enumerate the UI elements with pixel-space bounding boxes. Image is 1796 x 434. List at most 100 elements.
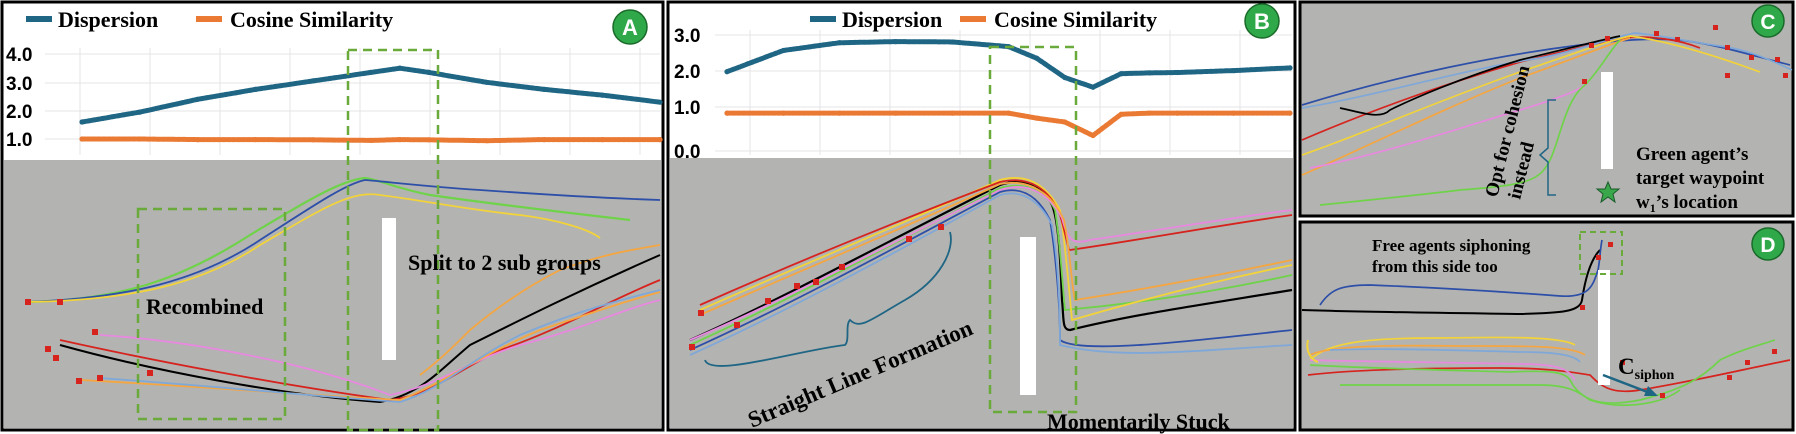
panel-b-ytick-3: 0.0 [674, 142, 700, 163]
panel-c-target-star-icon [1595, 180, 1621, 204]
panel-c: Opt for cohesion instead Green agent’s t… [1298, 0, 1795, 218]
panel-b-point-0-11 [1174, 69, 1180, 76]
panel-d-trajectories [1301, 239, 1791, 406]
panel-d-badge [1751, 227, 1785, 261]
panel-b-point-1-8 [1090, 132, 1096, 139]
panel-a-ytick-3: 1.0 [6, 130, 32, 151]
panel-d-waypoints [1580, 242, 1777, 398]
panel-a-point-0-6 [397, 65, 403, 71]
panel-b: Dispersion Cosine Similarity 3.0 2.0 1.0… [666, 0, 1297, 434]
legend-a-dispersion-label: Dispersion [58, 7, 158, 32]
panel-a-label-split: Split to 2 sub groups [408, 250, 601, 275]
panel-a-series-dispersion [79, 65, 663, 125]
panel-a-point-1-11 [657, 137, 663, 143]
panel-b-badge [1244, 3, 1280, 39]
panel-a-box-recombined [136, 207, 287, 421]
panel-b-ytick-0: 3.0 [674, 26, 700, 47]
panel-c-waypoints [1582, 25, 1788, 84]
panel-a-point-0-2 [195, 96, 201, 102]
panel-b-point-1-1 [780, 110, 786, 116]
panel-a-point-1-9 [541, 137, 548, 143]
panel-b-ytick-2: 1.0 [674, 98, 700, 119]
panel-a-point-0-9 [541, 86, 548, 92]
panel-b-point-0-13 [1287, 65, 1293, 71]
panel-a-point-0-3 [252, 86, 258, 92]
panel-a-badge-label: A [622, 15, 638, 40]
panel-c-badge [1751, 4, 1785, 38]
panel-b-point-1-10 [1146, 110, 1152, 116]
legend-a-cosine-label: Cosine Similarity [230, 7, 393, 32]
panel-a-series-cosine [79, 136, 663, 144]
panel-a-ytick-0: 4.0 [6, 45, 32, 66]
panel-b-point-1-3 [893, 110, 899, 116]
panel-b-point-0-7 [1062, 74, 1068, 81]
panel-a-point-0-4 [310, 78, 316, 84]
panel-a-point-1-1 [137, 136, 143, 142]
panel-d: Free agents siphoning from this side too… [1298, 220, 1795, 432]
panel-c-label-green-3: w1’s location [1636, 192, 1738, 215]
panel-c-label-green-2: target waypoint [1636, 168, 1765, 189]
panel-b-point-0-8 [1090, 84, 1096, 90]
panel-b-badge-label: B [1254, 9, 1270, 34]
panel-b-point-0-12 [1231, 68, 1237, 74]
panel-c-obstacle [1601, 72, 1613, 169]
panel-a-floor [4, 160, 661, 428]
panel-d-obstacle [1598, 270, 1610, 385]
panel-c-bracket [1538, 99, 1556, 196]
panel-b-series-dispersion [724, 39, 1293, 90]
panel-a-point-1-4 [310, 137, 316, 143]
panel-b-floor [670, 158, 1293, 428]
panel-a-trajectories [27, 176, 661, 404]
panel-b-ytick-1: 2.0 [674, 62, 700, 83]
panel-b-series [724, 39, 1293, 139]
panel-a-point-0-10 [599, 92, 605, 98]
panel-a-ytick-2: 2.0 [6, 102, 32, 123]
panel-b-point-0-4 [949, 39, 955, 45]
panel-d-box-siphon [1579, 231, 1623, 275]
panel-b-bracket [704, 231, 952, 367]
panel-c-label-green-1: Green agent’s [1636, 144, 1748, 165]
panel-c-frame [1298, 0, 1795, 218]
panel-a-waypoints [25, 299, 153, 384]
panel-b-waypoints [689, 224, 944, 350]
panel-d-csiphon-arrowhead-icon [1644, 386, 1658, 396]
panel-a-point-0-8 [484, 79, 490, 85]
panel-d-frame [1298, 220, 1795, 432]
panel-a-point-1-8 [484, 138, 490, 144]
panel-b-point-1-11 [1174, 110, 1180, 116]
panel-a-ytick-1: 3.0 [6, 74, 32, 95]
panel-b-point-1-4 [949, 110, 955, 116]
panel-a-point-0-5 [368, 69, 374, 75]
panel-b-point-0-1 [780, 47, 786, 54]
panel-b-point-0-0 [724, 69, 730, 75]
panel-a-box-split [346, 48, 440, 432]
panel-b-label-stuck: Momentarily Stuck [1047, 409, 1230, 434]
panel-d-csiphon-arrow [1602, 373, 1651, 395]
panel-d-badge-label: D [1760, 234, 1775, 257]
panel-a-point-0-11 [657, 99, 663, 105]
panel-b-point-0-6 [1034, 55, 1040, 61]
panel-a-label-recombined: Recombined [146, 294, 263, 319]
panel-b-point-1-6 [1034, 115, 1040, 121]
panel-a-point-1-5 [368, 137, 374, 143]
panel-b-point-0-10 [1146, 70, 1152, 76]
panel-b-point-1-9 [1118, 111, 1124, 117]
panel-b-point-0-2 [837, 40, 843, 46]
panel-a-badge [612, 9, 648, 45]
panel-a: Dispersion Cosine Similarity 4.0 3.0 2.0… [0, 0, 665, 432]
panel-a-point-0-1 [137, 109, 143, 115]
panel-d-label-csiphon: Csiphon [1618, 354, 1675, 383]
panel-a-point-1-0 [79, 136, 85, 142]
panel-a-point-1-7 [426, 137, 432, 143]
panel-b-point-1-0 [724, 110, 730, 116]
legend-b-cosine-label: Cosine Similarity [994, 7, 1157, 32]
panel-a-point-1-2 [195, 137, 201, 143]
panel-a-obstacle [382, 218, 396, 360]
panel-b-point-1-2 [837, 110, 843, 116]
panel-b-point-0-9 [1118, 71, 1124, 77]
panel-a-point-1-10 [599, 137, 605, 143]
panel-c-badge-label: C [1760, 11, 1775, 34]
panel-b-obstacle [1020, 237, 1036, 395]
panel-a-point-1-3 [252, 137, 258, 143]
